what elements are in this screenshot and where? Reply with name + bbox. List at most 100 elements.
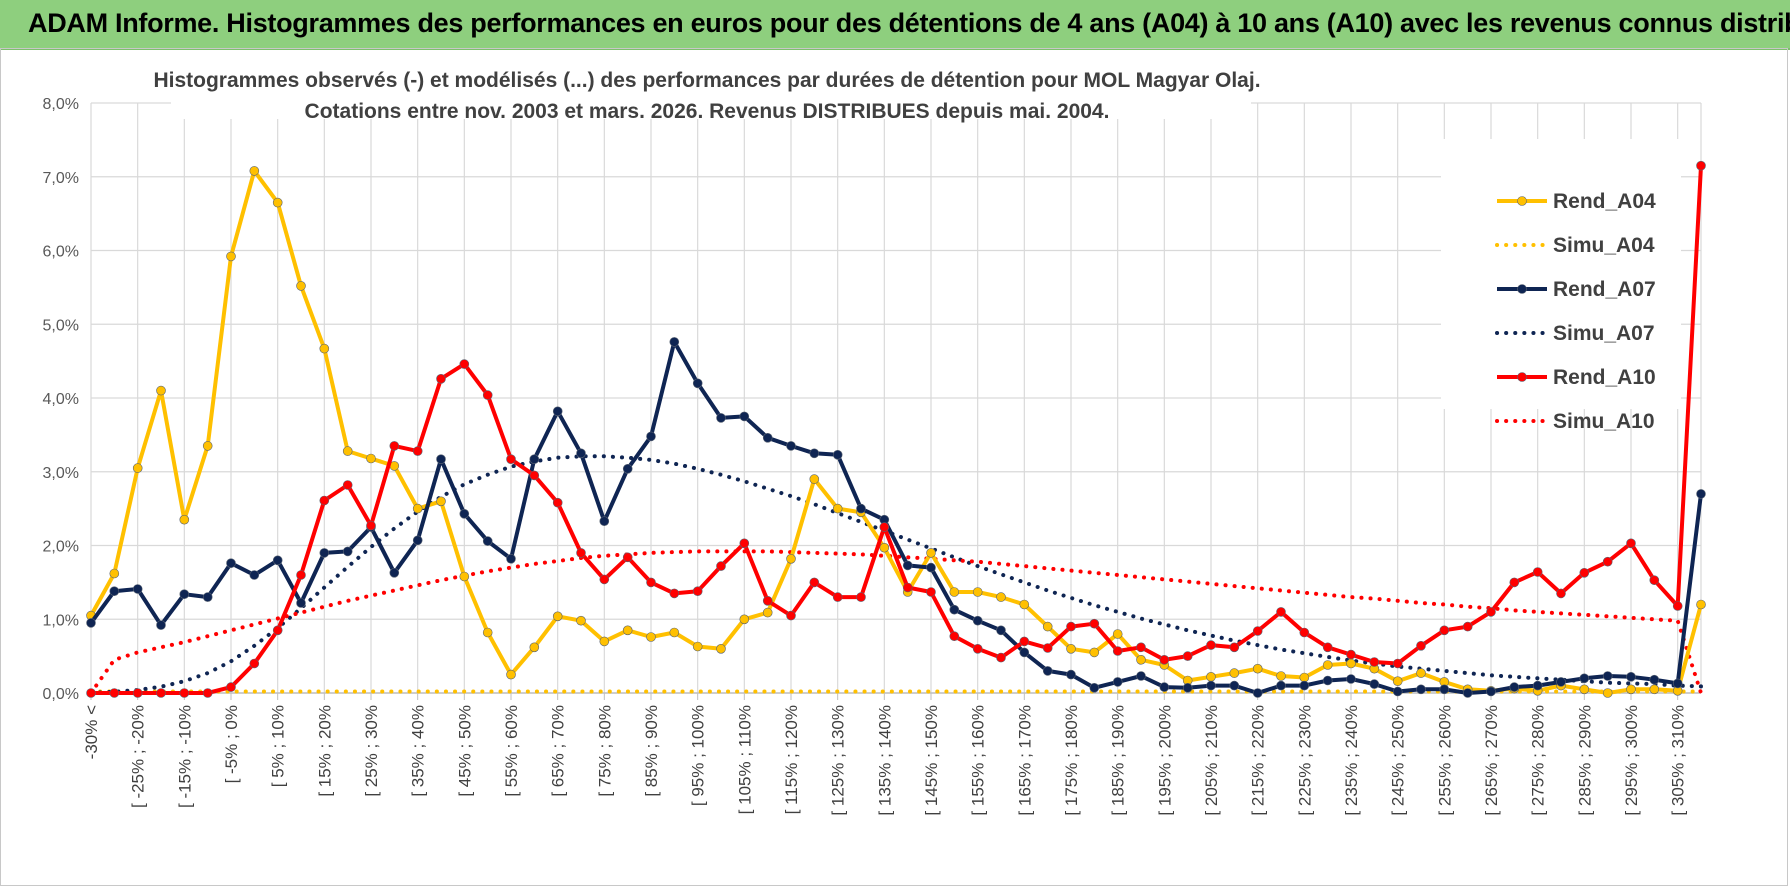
data-point-rend-a07 (1019, 647, 1030, 658)
data-point-rend-a10 (482, 390, 493, 400)
data-point-rend-a04 (1019, 599, 1030, 610)
data-point-rend-a07 (389, 567, 400, 578)
legend-label: Simu_A07 (1553, 322, 1655, 345)
data-point-rend-a10 (856, 592, 866, 602)
data-point-rend-a04 (366, 453, 376, 464)
data-point-rend-a10 (646, 577, 656, 588)
legend-item-simu-a04: Simu_A04 (1495, 234, 1655, 257)
data-point-rend-a10 (1556, 588, 1566, 599)
chart-title-bg (171, 59, 1251, 119)
data-point-rend-a10 (1626, 538, 1636, 549)
data-point-rend-a07 (739, 411, 750, 422)
data-point-rend-a04 (926, 548, 936, 558)
data-point-rend-a10 (389, 441, 400, 451)
data-point-rend-a10 (1439, 625, 1450, 636)
data-point-rend-a04 (249, 166, 260, 176)
x-axis: -30% < [ -25% ; -20% [ -15% ; -10% [ -5% ; … (82, 692, 1701, 816)
data-point-rend-a10 (599, 574, 610, 585)
data-point-rend-a07 (1159, 682, 1170, 692)
data-point-rend-a04 (109, 568, 120, 579)
data-point-rend-a07 (902, 560, 913, 571)
data-point-rend-a10 (366, 520, 376, 531)
data-point-rend-a10 (156, 688, 166, 698)
data-point-rend-a07 (86, 618, 96, 628)
data-point-rend-a04 (716, 643, 726, 654)
data-point-rend-a07 (1042, 666, 1053, 676)
data-point-rend-a07 (1626, 671, 1636, 682)
data-point-rend-a04 (1322, 660, 1333, 670)
x-tick-label: [ 105% ; 110% (735, 705, 754, 814)
series-layer (86, 160, 1706, 698)
data-point-rend-a04 (1579, 684, 1590, 695)
data-point-rend-a04 (1066, 643, 1076, 654)
data-point-rend-a07 (809, 448, 820, 459)
data-point-rend-a07 (1509, 682, 1520, 692)
data-point-rend-a04 (132, 463, 143, 473)
x-tick-label: [ 95% ; 100% (689, 705, 708, 806)
data-point-rend-a04 (1206, 671, 1216, 682)
data-point-rend-a07 (1556, 677, 1566, 687)
data-point-rend-a04 (529, 642, 540, 653)
x-tick-label: [ 35% ; 40% (409, 705, 428, 797)
data-point-rend-a07 (716, 413, 726, 423)
data-point-rend-a07 (552, 406, 563, 417)
x-tick-label: [ 195% ; 200% (1155, 705, 1174, 816)
data-point-rend-a07 (576, 448, 586, 459)
data-point-rend-a07 (1066, 669, 1076, 680)
data-point-rend-a10 (1346, 649, 1356, 660)
data-point-rend-a04 (296, 281, 306, 291)
data-point-rend-a07 (1486, 686, 1496, 697)
data-point-rend-a10 (1369, 657, 1380, 667)
data-point-rend-a10 (1509, 577, 1520, 588)
x-tick-label: [ 255% ; 260% (1435, 705, 1454, 816)
data-point-rend-a10 (1276, 607, 1286, 617)
data-point-rend-a07 (599, 516, 610, 527)
data-point-rend-a07 (1182, 682, 1193, 693)
series-line-simu-a10 (89, 549, 1703, 695)
data-point-rend-a10 (762, 595, 773, 606)
x-tick-label: [ 185% ; 190% (1109, 705, 1128, 816)
series-line-rend-a04 (89, 168, 1703, 695)
data-point-rend-a04 (1392, 676, 1403, 687)
data-point-rend-a10 (1066, 621, 1076, 632)
data-point-rend-a04 (949, 587, 960, 597)
data-point-rend-a07 (622, 463, 633, 474)
data-point-rend-a07 (1252, 688, 1263, 698)
banner-title: ADAM Informe. Histogrammes des performan… (28, 8, 1790, 38)
x-tick-label: [ 65% ; 70% (549, 705, 568, 797)
data-point-rend-a07 (179, 589, 190, 600)
data-point-rend-a04 (1136, 654, 1146, 665)
data-point-rend-a10 (692, 586, 703, 597)
data-point-rend-a07 (459, 508, 470, 519)
data-point-rend-a07 (996, 625, 1006, 636)
data-point-rend-a04 (1696, 599, 1706, 610)
data-point-rend-a07 (1112, 677, 1123, 687)
data-point-rend-a10 (669, 588, 680, 599)
x-tick-label: [ 85% ; 90% (642, 705, 661, 797)
data-point-rend-a04 (506, 669, 516, 680)
y-tick-label: 8,0% (43, 96, 79, 113)
data-point-rend-a10 (1182, 651, 1193, 661)
data-point-rend-a04 (739, 614, 750, 625)
y-tick-label: 5,0% (43, 317, 79, 334)
data-point-rend-a10 (1042, 643, 1053, 653)
x-tick-label: [ 245% ; 250% (1389, 705, 1408, 816)
y-tick-label: 1,0% (43, 612, 79, 629)
data-point-rend-a04 (646, 632, 656, 642)
data-point-rend-a07 (1672, 678, 1683, 689)
x-tick-label: [ 165% ; 170% (1015, 705, 1034, 816)
legend-item-simu-a10: Simu_A10 (1495, 410, 1655, 433)
data-point-rend-a04 (786, 553, 796, 564)
data-point-rend-a10 (809, 577, 820, 588)
data-point-rend-a07 (319, 548, 330, 558)
y-tick-label: 7,0% (43, 170, 79, 187)
x-tick-label: [ 5% ; 10% (269, 705, 288, 787)
legend-item-rend-a10: Rend_A10 (1497, 366, 1656, 389)
data-point-rend-a10 (1229, 642, 1240, 653)
data-point-rend-a07 (786, 441, 796, 451)
data-point-rend-a04 (1276, 671, 1286, 681)
data-point-rend-a10 (296, 570, 306, 580)
x-tick-label: [ 235% ; 240% (1342, 705, 1361, 816)
data-point-rend-a10 (949, 631, 960, 642)
chart-title: Histogrammes observés (-) et modélisés (… (153, 59, 1261, 123)
